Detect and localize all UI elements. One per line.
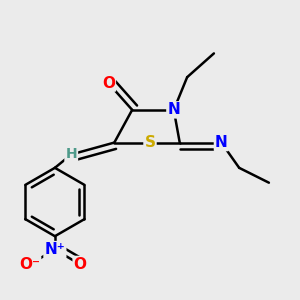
Text: N⁺: N⁺ bbox=[44, 242, 65, 257]
Text: N: N bbox=[167, 102, 180, 117]
Text: H: H bbox=[65, 148, 77, 161]
Text: O⁻: O⁻ bbox=[19, 257, 40, 272]
Text: N: N bbox=[215, 135, 228, 150]
Text: S: S bbox=[145, 135, 155, 150]
Text: O: O bbox=[74, 257, 87, 272]
Text: O: O bbox=[102, 76, 115, 91]
